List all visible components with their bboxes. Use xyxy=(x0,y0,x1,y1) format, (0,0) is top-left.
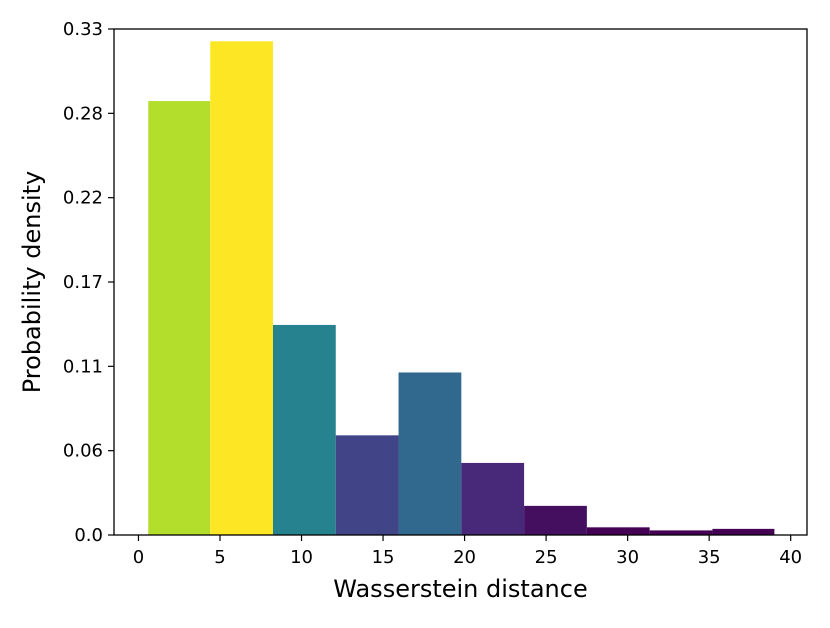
x-tick-label: 35 xyxy=(698,547,721,568)
x-tick-label: 5 xyxy=(214,547,225,568)
histogram-bar-4 xyxy=(335,435,399,535)
histogram-bar-2 xyxy=(210,41,273,536)
histogram-bar-9 xyxy=(649,530,713,535)
x-tick-label: 25 xyxy=(535,547,558,568)
x-axis-ticks: 0 5 10 15 20 25 30 35 40 xyxy=(133,535,802,568)
y-axis-ticks: 0.0 0.06 0.11 0.17 0.22 0.28 0.33 xyxy=(63,19,114,546)
x-tick-label: 30 xyxy=(616,547,639,568)
bars-layer xyxy=(148,41,775,536)
y-tick-label: 0.22 xyxy=(63,188,103,209)
histogram-bar-5 xyxy=(398,372,462,535)
x-axis-label: Wasserstein distance xyxy=(333,575,587,603)
y-tick-label: 0.28 xyxy=(63,103,103,124)
y-tick-label: 0.06 xyxy=(63,441,103,462)
x-tick-label: 40 xyxy=(779,547,802,568)
histogram-bar-8 xyxy=(586,527,650,535)
y-axis-label: Probability density xyxy=(18,171,46,394)
y-tick-label: 0.0 xyxy=(74,525,103,546)
y-tick-label: 0.17 xyxy=(63,272,103,293)
y-tick-label: 0.11 xyxy=(63,356,103,377)
histogram-bar-3 xyxy=(272,324,336,535)
histogram-bar-1 xyxy=(148,101,211,536)
histogram-bar-7 xyxy=(524,505,587,535)
x-tick-label: 10 xyxy=(290,547,313,568)
histogram-bar-10 xyxy=(712,528,775,535)
y-tick-label: 0.33 xyxy=(63,19,103,40)
x-tick-label: 20 xyxy=(453,547,476,568)
x-tick-label: 0 xyxy=(133,547,144,568)
x-tick-label: 15 xyxy=(372,547,395,568)
histogram-bar-6 xyxy=(461,462,525,535)
